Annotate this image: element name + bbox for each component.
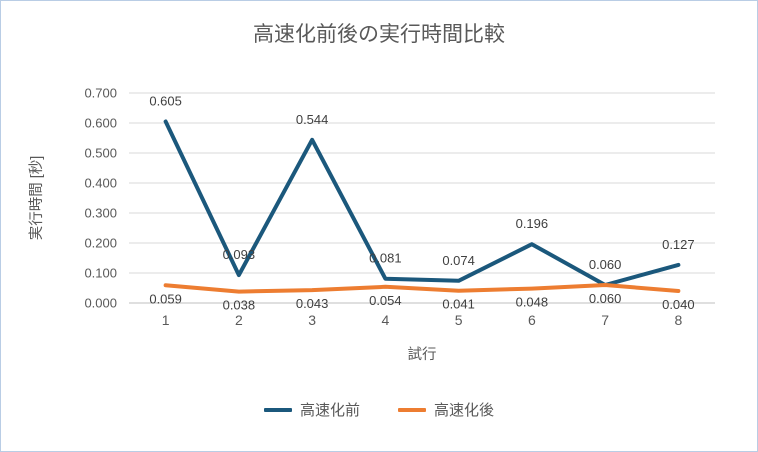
- x-tick-label: 6: [528, 312, 536, 328]
- legend: 高速化前 高速化後: [1, 399, 757, 420]
- y-tick-label: 0.300: [84, 206, 117, 221]
- x-tick-label: 8: [674, 312, 682, 328]
- data-label: 0.544: [296, 112, 329, 127]
- x-tick-label: 4: [381, 312, 389, 328]
- y-tick-label: 0.600: [84, 116, 117, 131]
- series-line-1: [163, 119, 681, 287]
- plot-area: 0.000 0.100 0.200 0.300 0.400 0.500 0.600 0.700…: [28, 86, 715, 363]
- y-axis-title: 実行時間 [秒]: [28, 156, 45, 241]
- data-label: 0.127: [662, 237, 695, 252]
- data-label: 0.074: [442, 253, 475, 268]
- x-tick-label: 5: [455, 312, 463, 328]
- data-label: 0.041: [442, 297, 475, 312]
- legend-item-after: 高速化後: [398, 399, 494, 420]
- x-tick-label: 7: [601, 312, 609, 328]
- legend-swatch-after-icon: [398, 407, 426, 412]
- data-label: 0.060: [589, 257, 622, 272]
- data-label: 0.054: [369, 293, 402, 308]
- data-label: 0.093: [223, 247, 256, 262]
- x-axis-title: 試行: [408, 346, 437, 363]
- chart-title: 高速化前後の実行時間比較: [253, 23, 505, 46]
- y-tick-label: 0.000: [84, 296, 117, 311]
- data-label: 0.038: [223, 298, 256, 313]
- data-label: 0.081: [369, 251, 402, 266]
- x-tick-label: 1: [162, 312, 170, 328]
- data-label: 0.059: [149, 291, 182, 306]
- legend-item-before: 高速化前: [263, 399, 360, 420]
- y-tick-label: 0.100: [84, 266, 117, 281]
- y-tick-label: 0.400: [84, 176, 117, 191]
- y-tick-label: 0.500: [84, 146, 117, 161]
- legend-swatch-before-icon: [263, 407, 292, 412]
- y-tick-label: 0.200: [84, 236, 117, 251]
- data-label: 0.043: [296, 296, 329, 311]
- data-label: 0.605: [149, 94, 182, 109]
- series-line-2: [163, 283, 681, 294]
- y-tick-label: 0.700: [84, 86, 117, 101]
- legend-label-before: 高速化前: [299, 402, 360, 419]
- x-tick-label: 2: [235, 312, 243, 328]
- legend-label-after: 高速化後: [434, 402, 495, 419]
- data-label: 0.196: [516, 216, 549, 231]
- data-label: 0.040: [662, 297, 695, 312]
- data-label: 0.048: [516, 295, 549, 310]
- data-label: 0.060: [589, 291, 622, 306]
- x-tick-label: 3: [308, 312, 316, 328]
